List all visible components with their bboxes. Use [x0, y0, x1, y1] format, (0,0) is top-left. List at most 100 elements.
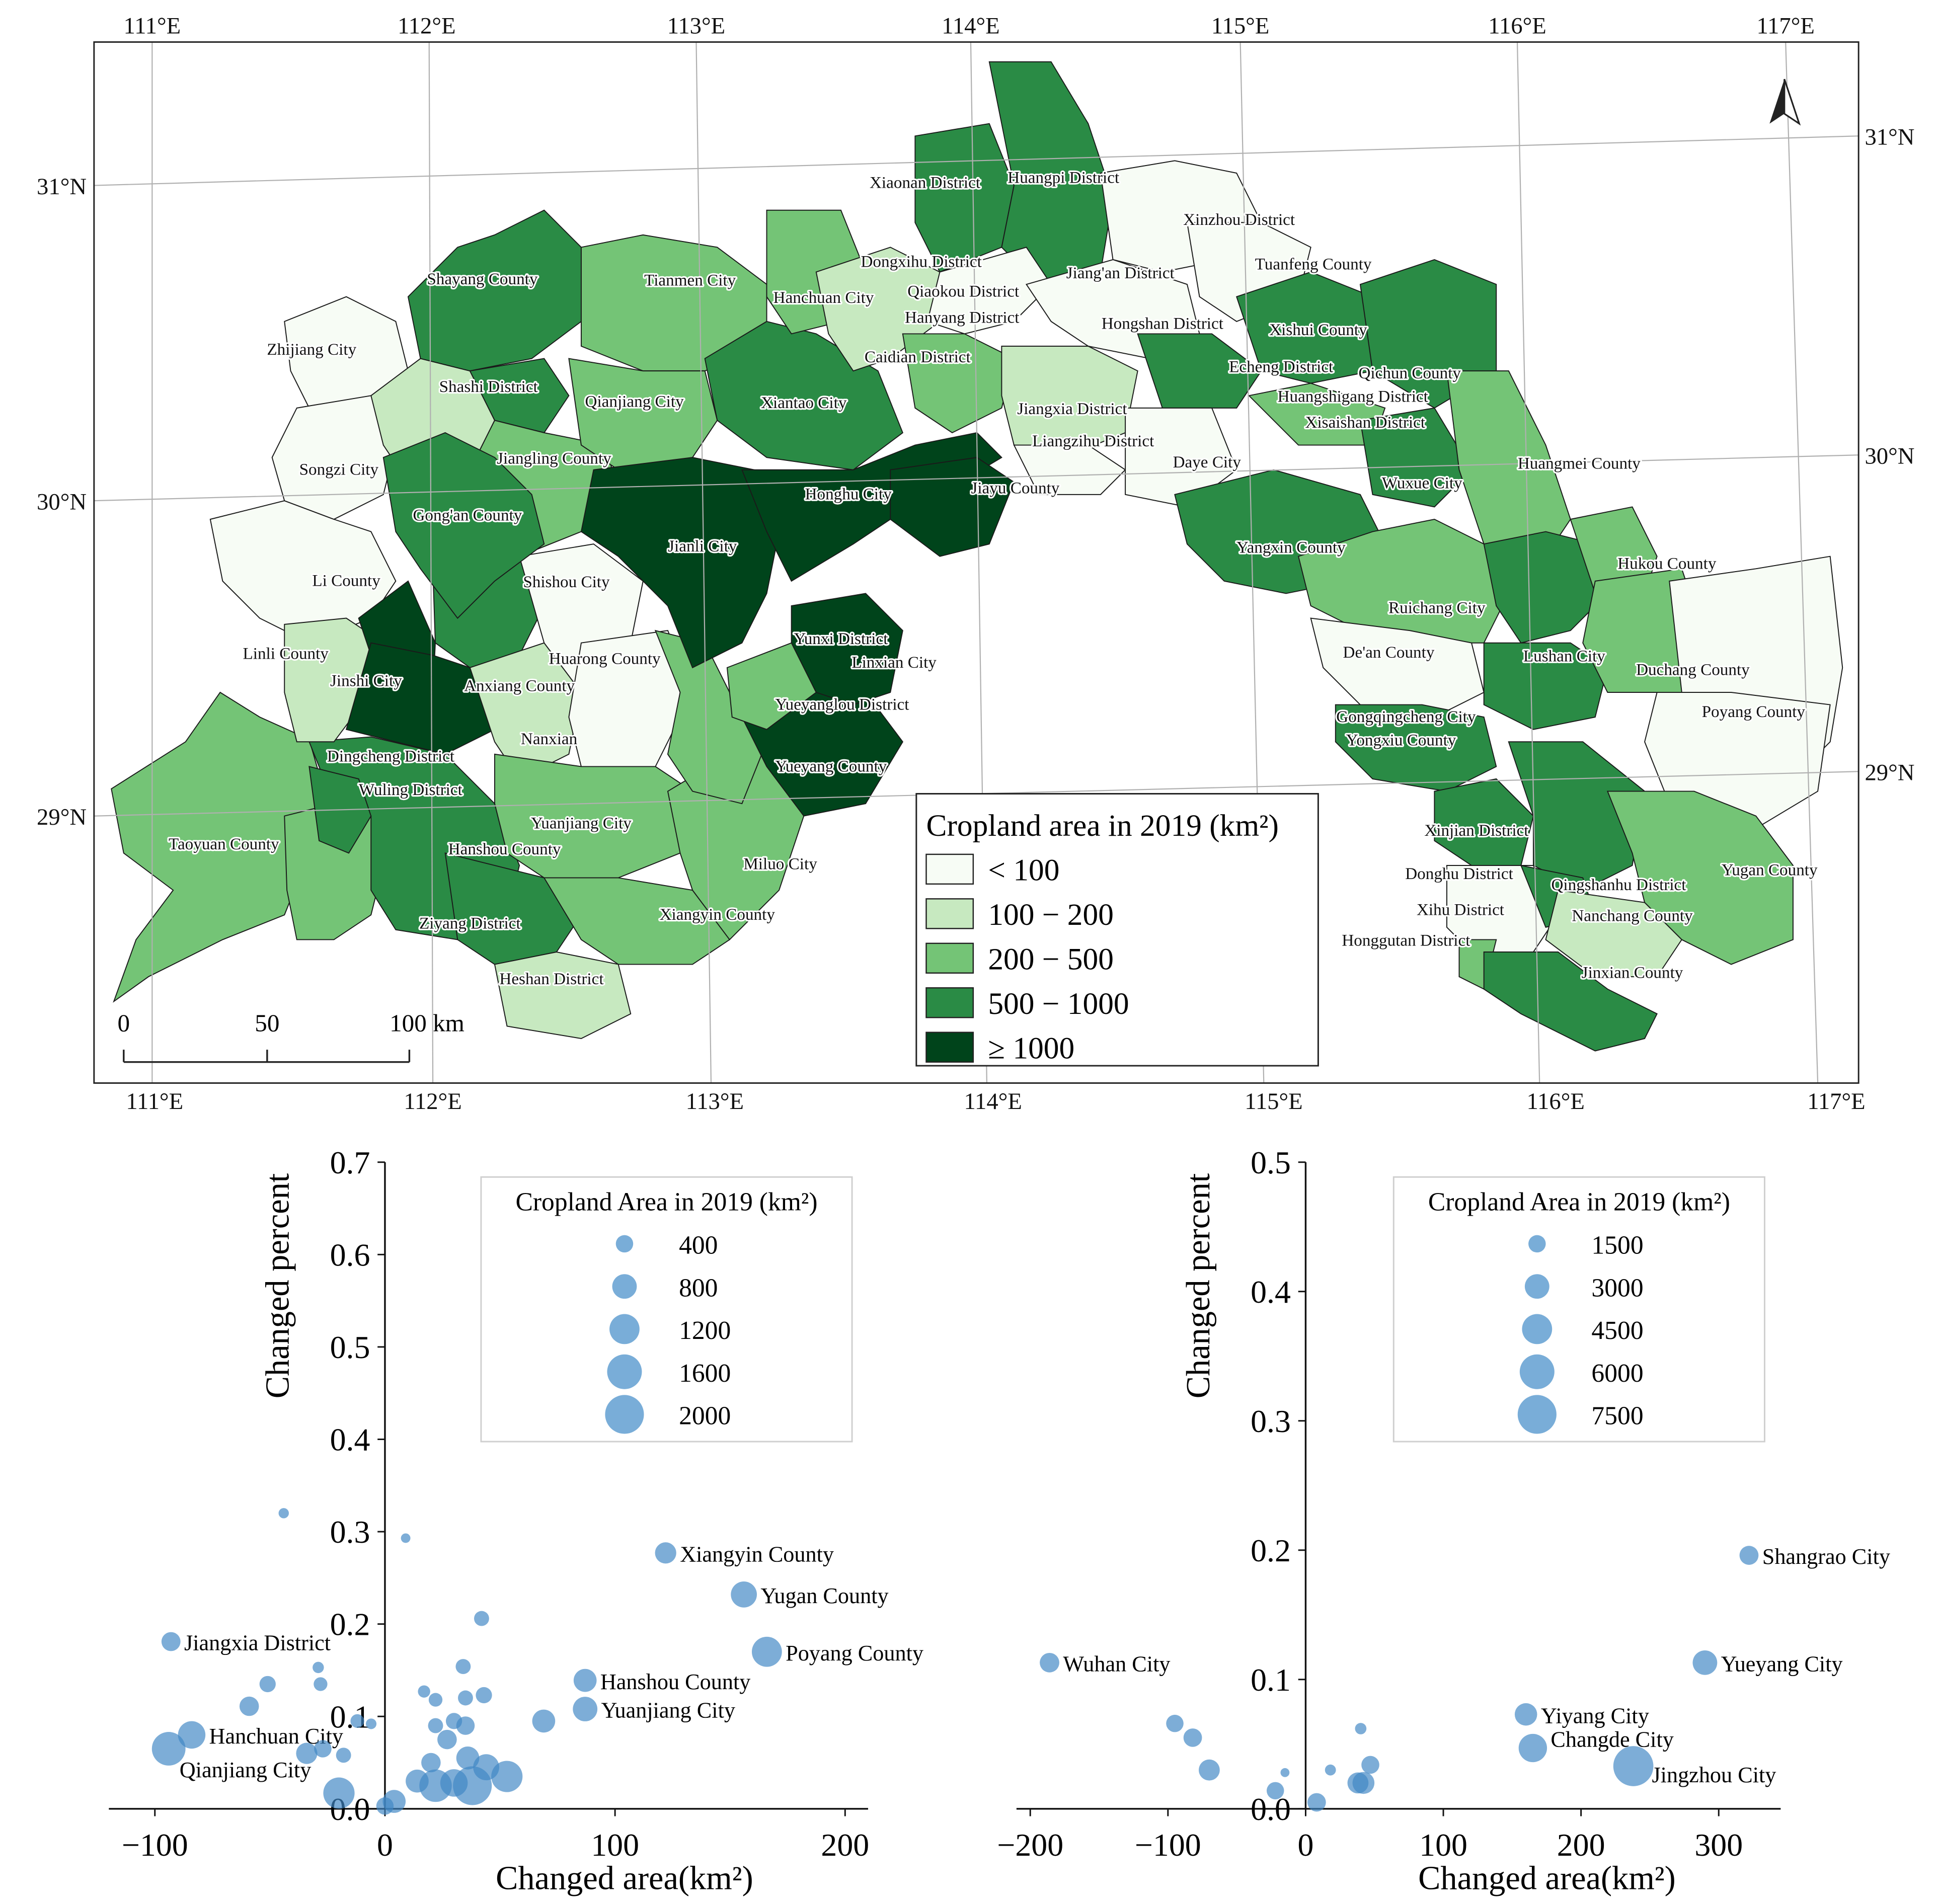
north-arrow-icon — [1769, 78, 1801, 126]
region-label: Jiayu County — [971, 479, 1059, 497]
bottom-lon-label: 115°E — [1245, 1088, 1302, 1115]
top-lon-label: 114°E — [942, 13, 999, 39]
y-tick-label: 0.4 — [330, 1422, 370, 1458]
size-legend-label: 1600 — [679, 1359, 731, 1388]
region-label: Hongshan District — [1102, 314, 1224, 333]
region-label: Huangshigang District — [1278, 387, 1429, 406]
scatter-point — [573, 1697, 598, 1721]
region-label: Liangzihu District — [1032, 432, 1154, 450]
point-label: Wuhan City — [1063, 1652, 1170, 1677]
region-label: Shishou City — [523, 573, 610, 591]
scatter-point — [476, 1687, 492, 1704]
size-legend-marker — [1517, 1395, 1557, 1434]
y-tick-label: 0.3 — [1251, 1403, 1291, 1439]
scatter-point — [474, 1611, 489, 1626]
point-label: Yuanjiang City — [601, 1698, 735, 1723]
scatter-point — [440, 1769, 468, 1797]
scatter-point — [336, 1748, 351, 1763]
size-legend-marker — [612, 1274, 637, 1299]
size-legend-marker — [1528, 1235, 1546, 1253]
size-legend-label: 2000 — [679, 1402, 731, 1431]
scatter-point — [491, 1761, 523, 1792]
scatter-point — [1280, 1768, 1290, 1777]
region-label: Jianli City — [668, 537, 737, 556]
x-tick-label: 100 — [1419, 1827, 1467, 1863]
legend-swatch — [925, 987, 974, 1018]
map-region — [1545, 890, 1683, 978]
y-tick-label: 0.1 — [330, 1699, 370, 1734]
region-label: Songzi City — [299, 460, 379, 479]
region-label: Qingshanhu District — [1552, 876, 1687, 894]
region-label: Hanchuan City — [773, 288, 874, 307]
map-frame — [93, 41, 1859, 1084]
map-region — [914, 123, 1015, 273]
size-legend-marker — [1522, 1314, 1553, 1344]
x-tick-label: 200 — [1557, 1827, 1605, 1863]
legend-class-label: 200 − 500 — [988, 942, 1114, 976]
point-label: Poyang County — [786, 1641, 923, 1665]
legend-class-label: 100 − 200 — [988, 898, 1114, 932]
region-label: Xihu District — [1417, 900, 1505, 919]
map-region — [382, 432, 545, 619]
point-label: Jiangxia District — [184, 1631, 331, 1655]
region-label: Linli County — [243, 645, 329, 663]
size-legend-marker — [607, 1354, 642, 1389]
point-label: Jingzhou City — [1652, 1763, 1776, 1787]
scatter-point — [365, 1718, 377, 1729]
scatter-point — [401, 1533, 411, 1543]
map-region — [890, 457, 1015, 557]
map-region — [494, 951, 632, 1040]
map-region — [1606, 790, 1794, 965]
region-label: Xisaishan District — [1305, 413, 1426, 432]
region-label: Honghu City — [805, 485, 892, 504]
size-legend-label: 400 — [679, 1231, 718, 1260]
scatter-point — [1739, 1546, 1759, 1565]
x-tick-label: −200 — [997, 1827, 1063, 1863]
region-label: Hanyang District — [905, 308, 1020, 327]
scatter-point — [161, 1632, 181, 1651]
size-legend-label: 3000 — [1591, 1274, 1643, 1302]
bottom-lon-label: 114°E — [964, 1088, 1022, 1115]
map-region — [926, 247, 1052, 335]
region-labels: Xiaonan District Huangpi District Xinzho… — [167, 167, 1819, 990]
scatter-point — [1183, 1728, 1202, 1747]
scatter-point — [421, 1753, 441, 1773]
region-label: Li County — [312, 572, 380, 590]
scatter-point — [428, 1718, 443, 1733]
scatter-point — [350, 1714, 364, 1728]
y-axis-title: Changed percent — [1180, 1173, 1217, 1398]
map-region — [568, 358, 718, 470]
map-region — [407, 209, 582, 372]
size-legend-label: 4500 — [1591, 1316, 1643, 1345]
x-axis-title: Changed area(km²) — [1418, 1860, 1676, 1897]
bottom-lon-label: 112°E — [404, 1088, 461, 1115]
scatter-point — [1355, 1723, 1367, 1734]
scatter-point — [418, 1685, 430, 1698]
region-label: Honggutan District — [1342, 931, 1470, 950]
map-region — [1335, 704, 1497, 792]
left-lat-label: 31°N — [37, 174, 87, 200]
region-label: Nanchang County — [1572, 907, 1693, 925]
bottom-lon-label: 117°E — [1807, 1088, 1865, 1115]
left-lat-label: 29°N — [37, 804, 87, 830]
region-label: Yueyang County — [775, 757, 887, 775]
region-label: Yunxi District — [794, 629, 888, 648]
bottom-lon-label: 113°E — [686, 1088, 744, 1115]
scatter-point — [1166, 1714, 1184, 1732]
data-points: Xiangyin County Yugan County Poyang County… — [151, 1508, 923, 1815]
scatter-point — [456, 1747, 480, 1770]
scale-label: 0 — [118, 1009, 130, 1037]
scatter-point — [437, 1729, 457, 1750]
top-lon-label: 112°E — [398, 13, 455, 39]
x-tick-label: 100 — [591, 1827, 639, 1863]
region-label: Shayang County — [427, 270, 538, 288]
size-legend-marker — [615, 1235, 634, 1253]
map-region — [543, 877, 731, 965]
region-label: Jiangling County — [497, 449, 611, 467]
map-legend-title: Cropland area in 2019 (km²) — [926, 809, 1279, 843]
region-label: Tuanfeng County — [1255, 255, 1372, 274]
region-label: Duchang County — [1636, 661, 1750, 679]
scatter-point — [1692, 1650, 1718, 1675]
map-region — [1483, 642, 1608, 730]
